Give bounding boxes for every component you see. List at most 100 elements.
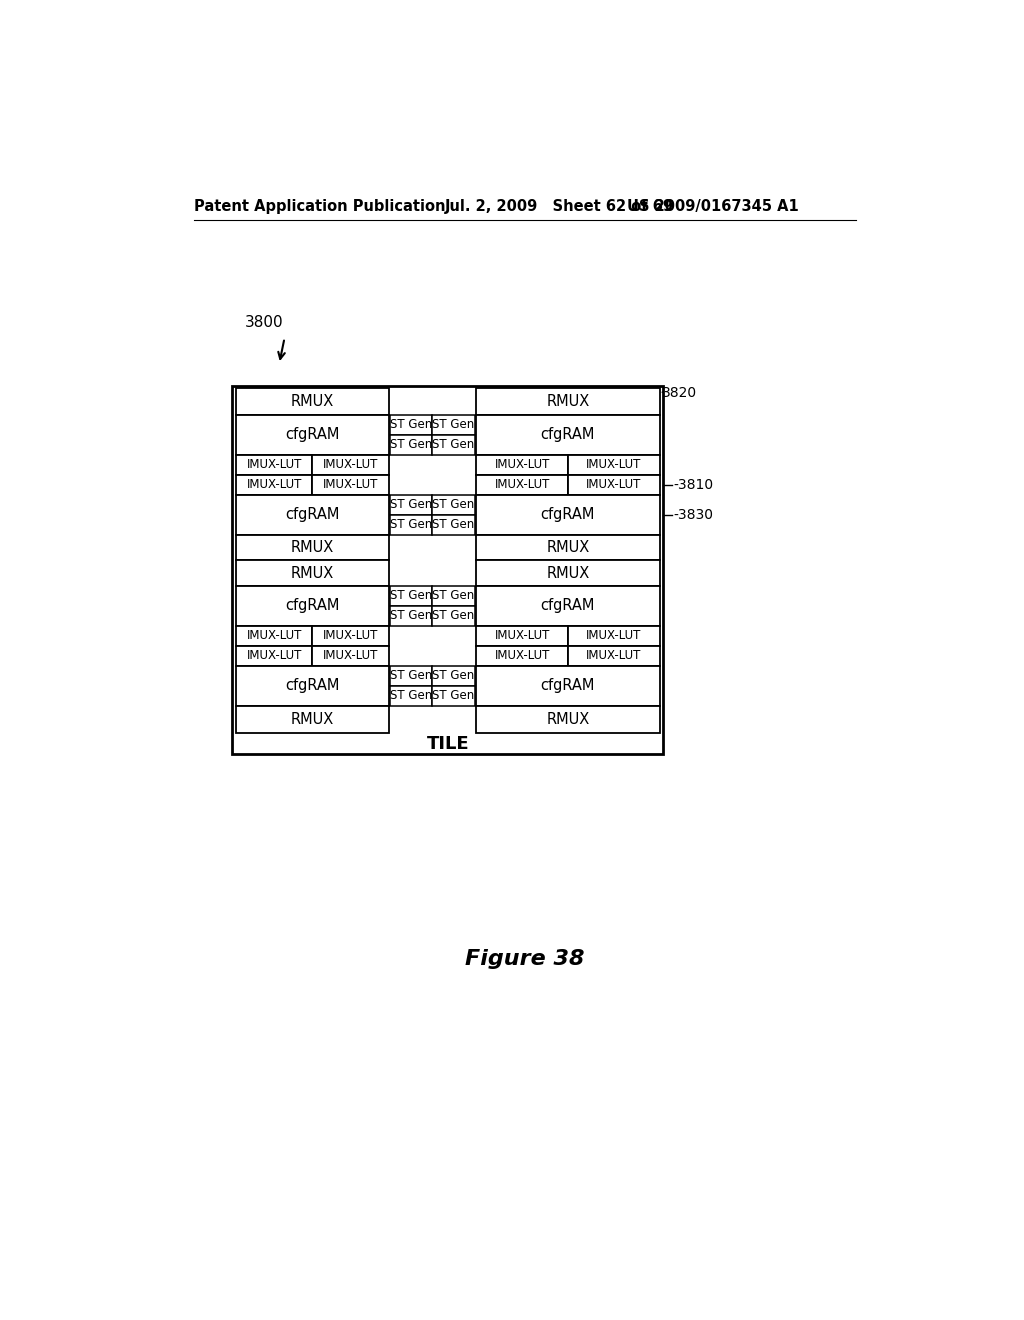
Text: IMUX-LUT: IMUX-LUT (586, 649, 641, 663)
Bar (237, 706, 388, 733)
Text: ST Gen: ST Gen (390, 689, 432, 702)
Text: Patent Application Publication: Patent Application Publication (194, 199, 445, 214)
Text: RMUX: RMUX (291, 711, 334, 727)
Bar (390, 495, 432, 515)
Text: cfgRAM: cfgRAM (285, 507, 340, 523)
Text: ST Gen: ST Gen (432, 689, 475, 702)
Bar (390, 434, 432, 455)
Bar (237, 645, 312, 665)
Bar (476, 414, 659, 455)
Bar (476, 495, 659, 535)
Text: IMUX-LUT: IMUX-LUT (247, 458, 302, 471)
Text: IMUX-LUT: IMUX-LUT (495, 458, 550, 471)
Bar (476, 560, 659, 586)
Text: ST Gen: ST Gen (432, 418, 475, 432)
Bar (432, 665, 475, 686)
Text: IMUX-LUT: IMUX-LUT (247, 478, 302, 491)
Text: RMUX: RMUX (291, 565, 334, 581)
Text: ST Gen: ST Gen (390, 499, 432, 511)
Text: cfgRAM: cfgRAM (541, 428, 595, 442)
Text: ST Gen: ST Gen (432, 499, 475, 511)
Bar (568, 455, 659, 475)
Bar (390, 686, 432, 706)
Bar (476, 665, 659, 706)
Text: RMUX: RMUX (546, 540, 590, 556)
Text: ST Gen: ST Gen (432, 610, 475, 622)
Text: RMUX: RMUX (546, 393, 590, 409)
Bar (237, 626, 312, 645)
Text: ST Gen: ST Gen (390, 418, 432, 432)
Text: cfgRAM: cfgRAM (285, 678, 340, 693)
Bar (432, 495, 475, 515)
Bar (432, 515, 475, 535)
Text: ST Gen: ST Gen (390, 519, 432, 532)
Text: -3830: -3830 (674, 508, 714, 521)
Text: TILE: TILE (426, 735, 469, 752)
Bar (476, 475, 568, 495)
Text: ST Gen: ST Gen (390, 610, 432, 622)
Text: ST Gen: ST Gen (390, 669, 432, 682)
Text: IMUX-LUT: IMUX-LUT (323, 630, 378, 643)
Text: cfgRAM: cfgRAM (285, 598, 340, 614)
Bar (432, 686, 475, 706)
Text: IMUX-LUT: IMUX-LUT (586, 478, 641, 491)
Text: ST Gen: ST Gen (390, 589, 432, 602)
Text: IMUX-LUT: IMUX-LUT (495, 649, 550, 663)
Text: IMUX-LUT: IMUX-LUT (586, 630, 641, 643)
Bar (568, 626, 659, 645)
Bar (476, 535, 659, 561)
Bar (237, 455, 312, 475)
Text: Jul. 2, 2009   Sheet 62 of 69: Jul. 2, 2009 Sheet 62 of 69 (444, 199, 674, 214)
Bar (312, 645, 388, 665)
Bar (432, 606, 475, 626)
Text: Figure 38: Figure 38 (465, 949, 585, 969)
Text: IMUX-LUT: IMUX-LUT (323, 649, 378, 663)
Text: IMUX-LUT: IMUX-LUT (247, 649, 302, 663)
Bar (390, 515, 432, 535)
Text: -3810: -3810 (674, 478, 714, 492)
Text: US 2009/0167345 A1: US 2009/0167345 A1 (628, 199, 799, 214)
Text: ST Gen: ST Gen (390, 438, 432, 451)
Text: RMUX: RMUX (546, 711, 590, 727)
Text: ST Gen: ST Gen (432, 438, 475, 451)
Text: IMUX-LUT: IMUX-LUT (495, 630, 550, 643)
Bar (476, 626, 568, 645)
Bar (476, 388, 659, 414)
Bar (476, 645, 568, 665)
Text: 3820: 3820 (662, 387, 697, 400)
Text: cfgRAM: cfgRAM (541, 678, 595, 693)
Bar (312, 626, 388, 645)
Bar (237, 495, 388, 535)
Text: ST Gen: ST Gen (432, 589, 475, 602)
Bar (232, 385, 664, 754)
Bar (432, 414, 475, 434)
Bar (476, 586, 659, 626)
Bar (237, 475, 312, 495)
Bar (237, 414, 388, 455)
Bar (312, 455, 388, 475)
Bar (237, 560, 388, 586)
Bar (237, 535, 388, 561)
Text: cfgRAM: cfgRAM (541, 598, 595, 614)
Bar (390, 586, 432, 606)
Bar (237, 586, 388, 626)
Text: IMUX-LUT: IMUX-LUT (247, 630, 302, 643)
Bar (432, 586, 475, 606)
Text: RMUX: RMUX (546, 565, 590, 581)
Text: ST Gen: ST Gen (432, 669, 475, 682)
Bar (568, 645, 659, 665)
Text: IMUX-LUT: IMUX-LUT (586, 458, 641, 471)
Bar (237, 388, 388, 414)
Text: cfgRAM: cfgRAM (285, 428, 340, 442)
Bar (390, 606, 432, 626)
Text: ST Gen: ST Gen (432, 519, 475, 532)
Bar (390, 414, 432, 434)
Text: RMUX: RMUX (291, 540, 334, 556)
Text: IMUX-LUT: IMUX-LUT (323, 478, 378, 491)
Text: cfgRAM: cfgRAM (541, 507, 595, 523)
Text: IMUX-LUT: IMUX-LUT (323, 458, 378, 471)
Bar (390, 665, 432, 686)
Bar (568, 475, 659, 495)
Text: IMUX-LUT: IMUX-LUT (495, 478, 550, 491)
Text: RMUX: RMUX (291, 393, 334, 409)
